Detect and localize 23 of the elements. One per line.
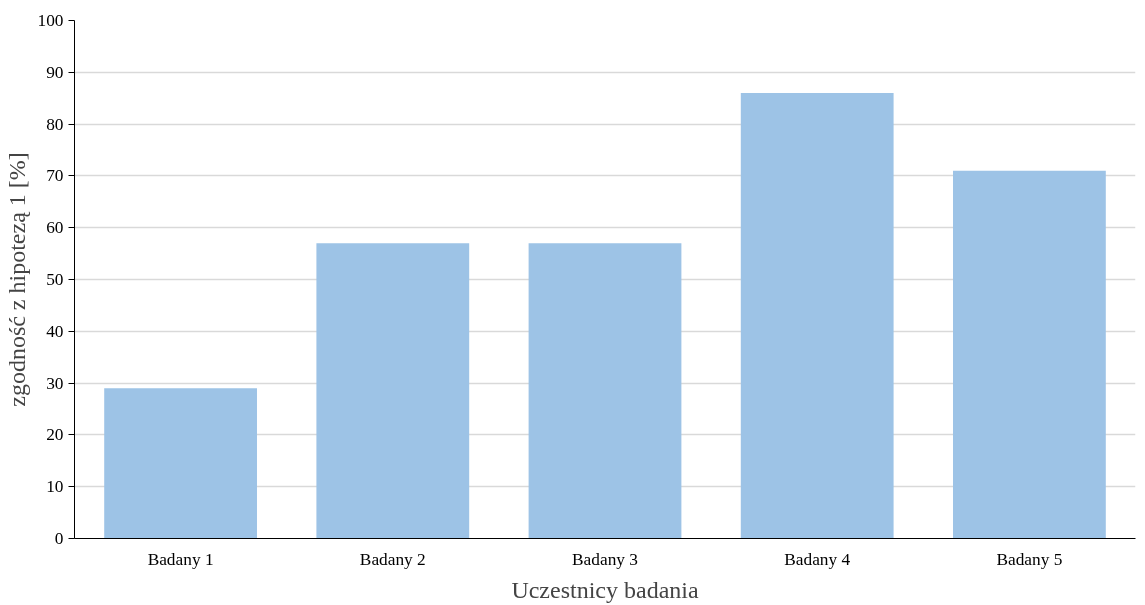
bar	[104, 388, 257, 539]
y-tick-label: 20	[46, 425, 64, 445]
y-tick-label: 70	[46, 166, 64, 186]
y-axis-title: zgodność z hipotezą 1 [%]	[3, 152, 30, 407]
x-tick-label: Badany 3	[572, 549, 638, 569]
y-tick-label: 10	[46, 477, 64, 497]
bar	[740, 93, 894, 539]
bar	[953, 170, 1106, 539]
y-tick-label: 80	[46, 114, 64, 134]
y-tick-label: 30	[46, 373, 64, 393]
y-tick-label: 0	[54, 529, 64, 548]
y-tick-label: 60	[46, 218, 64, 238]
bar	[528, 243, 682, 539]
y-tick-label: 50	[46, 270, 64, 289]
x-tick-label: Badany 1	[147, 549, 214, 569]
x-tick-label: Badany 2	[359, 549, 426, 569]
bar	[316, 243, 470, 539]
y-tick-label: 90	[46, 62, 64, 82]
x-tick-label: Badany 4	[784, 549, 851, 569]
x-tick-label: Badany 5	[996, 549, 1063, 569]
x-axis-title: Uczestnicy badania	[511, 576, 699, 603]
y-tick-label: 40	[46, 321, 64, 341]
y-tick-label: 100	[37, 11, 64, 30]
